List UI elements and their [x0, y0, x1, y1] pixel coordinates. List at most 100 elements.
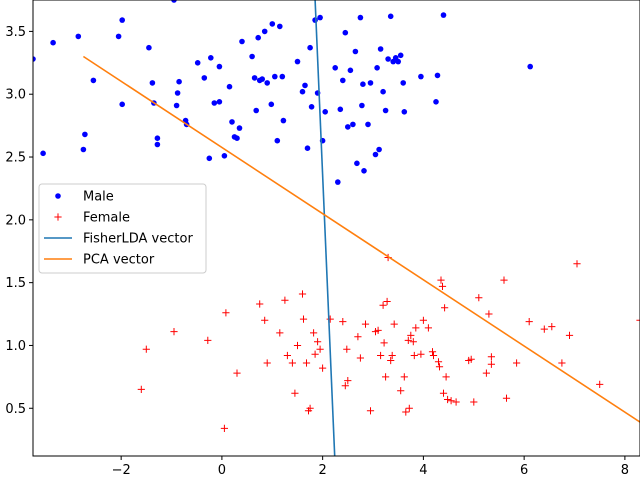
data-point [274, 137, 281, 144]
data-point [279, 73, 286, 80]
series-male [33, 0, 533, 185]
data-point [467, 355, 475, 363]
data-point [211, 100, 218, 106]
data-point [341, 382, 349, 390]
data-point [306, 404, 314, 412]
data-point [382, 373, 390, 381]
data-point [142, 345, 150, 353]
data-point [204, 336, 212, 344]
data-point [314, 338, 322, 346]
data-point [485, 310, 493, 318]
data-point [154, 135, 161, 141]
data-point [354, 333, 362, 341]
legend-label: Male [83, 190, 114, 205]
data-point [236, 125, 243, 131]
legend-label: PCA vector [83, 253, 155, 268]
data-point [253, 107, 259, 114]
data-point [222, 309, 230, 317]
data-point [419, 316, 427, 324]
data-point [380, 339, 388, 347]
data-point [487, 360, 495, 368]
data-point [487, 353, 495, 361]
data-point [239, 38, 245, 45]
data-point [291, 389, 299, 397]
data-point [340, 77, 346, 84]
data-point [390, 320, 398, 328]
data-point [405, 404, 413, 412]
series-line [314, 0, 336, 456]
data-point [322, 109, 329, 115]
data-point [434, 72, 441, 79]
y-tick-label: 2.5 [5, 151, 26, 166]
data-point [194, 60, 201, 66]
data-point [174, 90, 181, 96]
data-point [361, 168, 367, 174]
data-point [402, 408, 410, 416]
data-point [50, 39, 56, 46]
data-point [374, 326, 382, 334]
series-line [82, 55, 640, 423]
data-point [344, 377, 352, 385]
data-point [176, 78, 182, 85]
data-point [548, 323, 556, 331]
data-point [356, 354, 364, 362]
data-point [234, 135, 240, 141]
data-point [596, 380, 604, 388]
x-tick-label: 8 [621, 463, 629, 478]
legend-item: Male [55, 190, 114, 205]
data-point [171, 0, 177, 3]
legend-frame [38, 183, 207, 274]
axes: −2 0 2 4 6 8 0.5 1.0 1.5 2.0 2.5 3.0 3.5 [5, 0, 640, 478]
data-point [82, 131, 88, 138]
data-point [395, 58, 402, 65]
data-point [226, 83, 233, 90]
data-point [377, 351, 385, 360]
data-point [442, 373, 450, 381]
data-point [281, 296, 289, 304]
data-point [304, 145, 311, 151]
data-point [316, 345, 324, 353]
data-point [308, 104, 315, 110]
data-point [525, 318, 533, 326]
data-point [299, 88, 306, 95]
data-point [374, 65, 380, 71]
data-point [276, 329, 284, 337]
data-point [221, 153, 228, 159]
y-tick-label: 2.0 [5, 213, 26, 228]
data-point [33, 56, 36, 62]
data-point [410, 351, 418, 360]
data-point [388, 351, 396, 360]
data-point [372, 151, 379, 158]
data-point [115, 33, 122, 40]
data-point [500, 276, 508, 284]
data-point [447, 397, 455, 405]
data-point [294, 58, 301, 65]
data-point [404, 336, 412, 344]
data-point [367, 80, 374, 86]
legend-dot-swatch [55, 193, 61, 199]
data-point [347, 67, 354, 74]
data-point [173, 102, 180, 109]
data-point [565, 331, 574, 339]
data-point [400, 373, 408, 381]
data-point [40, 150, 46, 157]
data-point [337, 106, 344, 113]
data-point [272, 73, 278, 80]
data-point [441, 304, 449, 312]
data-point [470, 398, 478, 406]
legend-item: Female [54, 211, 130, 226]
data-point [335, 179, 341, 185]
data-point [401, 109, 408, 115]
data-point [283, 351, 291, 360]
data-point [383, 297, 391, 306]
data-point [440, 12, 447, 18]
data-point [345, 124, 351, 130]
data-point [170, 328, 178, 336]
data-point [307, 44, 313, 51]
data-point [382, 107, 389, 114]
data-point [360, 81, 366, 87]
data-point [233, 369, 241, 377]
data-point [288, 359, 296, 367]
data-point [261, 28, 268, 35]
data-point [379, 301, 387, 309]
